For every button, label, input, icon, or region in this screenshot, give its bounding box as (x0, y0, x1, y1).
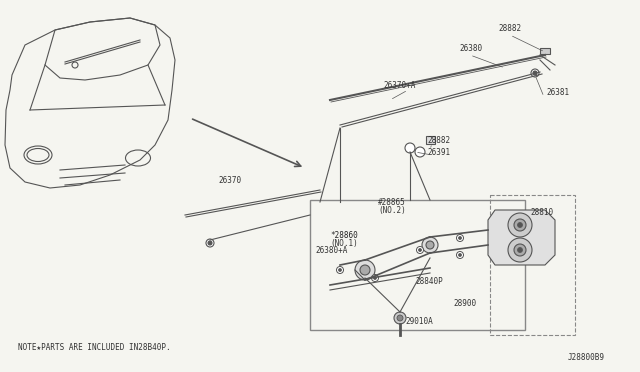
Circle shape (415, 147, 425, 157)
Circle shape (533, 71, 537, 75)
Text: 28840P: 28840P (415, 278, 443, 286)
Circle shape (508, 238, 532, 262)
Circle shape (394, 312, 406, 324)
Circle shape (514, 244, 526, 256)
Text: 26380+A: 26380+A (315, 246, 348, 254)
Circle shape (426, 241, 434, 249)
Bar (310, 200, 525, 330)
Text: 28882: 28882 (427, 135, 450, 144)
Circle shape (397, 315, 403, 321)
Circle shape (419, 248, 422, 251)
Bar (540, 48, 550, 54)
Text: (NO.1): (NO.1) (330, 238, 358, 247)
Circle shape (337, 266, 344, 273)
Text: #28865: #28865 (378, 198, 406, 206)
Circle shape (339, 269, 342, 272)
Text: 26370+A: 26370+A (383, 80, 415, 90)
Text: 26370: 26370 (218, 176, 241, 185)
Text: J28800B9: J28800B9 (568, 353, 605, 362)
Circle shape (374, 276, 376, 279)
Circle shape (208, 241, 212, 245)
Circle shape (458, 253, 461, 257)
Circle shape (206, 239, 214, 247)
Text: 26380: 26380 (459, 44, 482, 52)
Text: 28810: 28810 (530, 208, 553, 217)
Text: 26381: 26381 (546, 87, 569, 96)
Text: *28860: *28860 (330, 231, 358, 240)
Circle shape (360, 265, 370, 275)
Text: 26391: 26391 (427, 148, 450, 157)
Circle shape (371, 275, 378, 282)
Circle shape (355, 260, 375, 280)
Circle shape (458, 237, 461, 240)
Text: 29010A: 29010A (405, 317, 433, 327)
Circle shape (518, 222, 522, 228)
Text: NOTE★PARTS ARE INCLUDED IN28B40P.: NOTE★PARTS ARE INCLUDED IN28B40P. (18, 343, 171, 353)
Circle shape (422, 237, 438, 253)
Circle shape (456, 234, 463, 241)
Bar (490, 195, 575, 335)
Bar (426, 136, 435, 144)
Text: 28900: 28900 (453, 298, 476, 308)
Circle shape (508, 213, 532, 237)
Circle shape (417, 247, 424, 253)
Text: 28882: 28882 (498, 23, 521, 32)
Circle shape (514, 219, 526, 231)
Text: (NO.2): (NO.2) (378, 205, 406, 215)
Polygon shape (488, 210, 555, 265)
Circle shape (518, 247, 522, 253)
Circle shape (531, 69, 539, 77)
Circle shape (456, 251, 463, 259)
Circle shape (405, 143, 415, 153)
